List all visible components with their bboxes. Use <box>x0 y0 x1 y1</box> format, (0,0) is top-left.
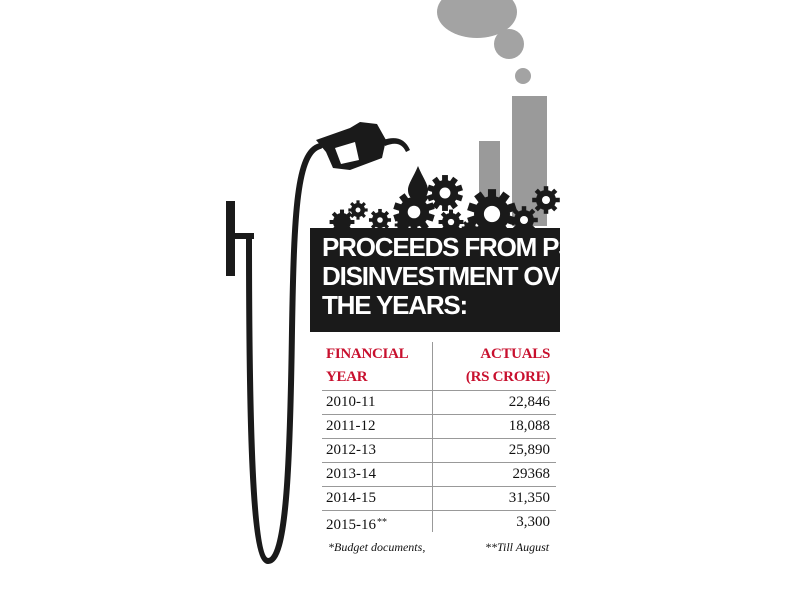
header-financial-year-line-2: YEAR <box>326 369 368 385</box>
table-body: 2010-11 22,846 2011-12 18,088 2012-13 25,890 2… <box>322 391 556 534</box>
table-row: 2011-12 18,088 <box>322 415 556 439</box>
header-financial-year-line-1: FINANCIAL <box>326 346 409 362</box>
header-actuals-line-1: ACTUALS <box>480 346 550 362</box>
row-value: 3,300 <box>516 514 550 530</box>
table-row: 2010-11 22,846 <box>322 391 556 415</box>
table-row: 2014-15 31,350 <box>322 487 556 511</box>
row-year: 2010-11 <box>326 394 376 410</box>
disinvestment-table: FINANCIAL YEAR ACTUALS (RS CRORE) 2010-1… <box>322 342 556 534</box>
table-row: 2012-13 25,890 <box>322 439 556 463</box>
fuel-pump-nozzle-icon <box>316 122 410 170</box>
gear-icon <box>348 200 368 220</box>
title-line-1: PROCEEDS FROM PSU <box>322 232 593 262</box>
footnote-budget: *Budget documents, <box>328 540 426 554</box>
row-year: 2014-15 <box>326 490 376 506</box>
gear-icon <box>368 208 392 232</box>
header-actuals-line-2: (RS CRORE) <box>465 369 550 385</box>
smoke-icon <box>437 0 531 84</box>
header-financial-year: FINANCIAL YEAR <box>326 343 426 389</box>
table-row: 2013-14 29368 <box>322 463 556 487</box>
table-header: FINANCIAL YEAR ACTUALS (RS CRORE) <box>322 342 556 391</box>
row-year: 2013-14 <box>326 466 376 482</box>
row-value: 22,846 <box>508 394 550 410</box>
pump-bracket <box>226 201 254 276</box>
title-line-3: THE YEARS: <box>322 290 468 320</box>
row-year: 2011-12 <box>326 418 376 434</box>
table-title: PROCEEDS FROM PSU DISINVESTMENT OVER THE… <box>310 228 593 332</box>
row-value: 29368 <box>512 466 551 482</box>
column-divider <box>432 342 433 532</box>
row-year: 2015-16** <box>326 517 387 533</box>
gear-icon <box>532 186 560 214</box>
footnote-till-august: **Till August <box>485 540 550 554</box>
row-year-footnote-mark: ** <box>377 517 387 528</box>
row-year: 2012-13 <box>326 442 376 458</box>
title-line-2: DISINVESTMENT OVER <box>322 261 593 291</box>
table-row: 2015-16** 3,300 <box>322 511 556 534</box>
header-actuals: ACTUALS (RS CRORE) <box>450 343 550 389</box>
row-value: 18,088 <box>508 418 550 434</box>
gear-icon <box>427 175 463 211</box>
fuel-hose <box>246 143 323 564</box>
row-value: 31,350 <box>508 490 550 506</box>
row-value: 25,890 <box>508 442 550 458</box>
